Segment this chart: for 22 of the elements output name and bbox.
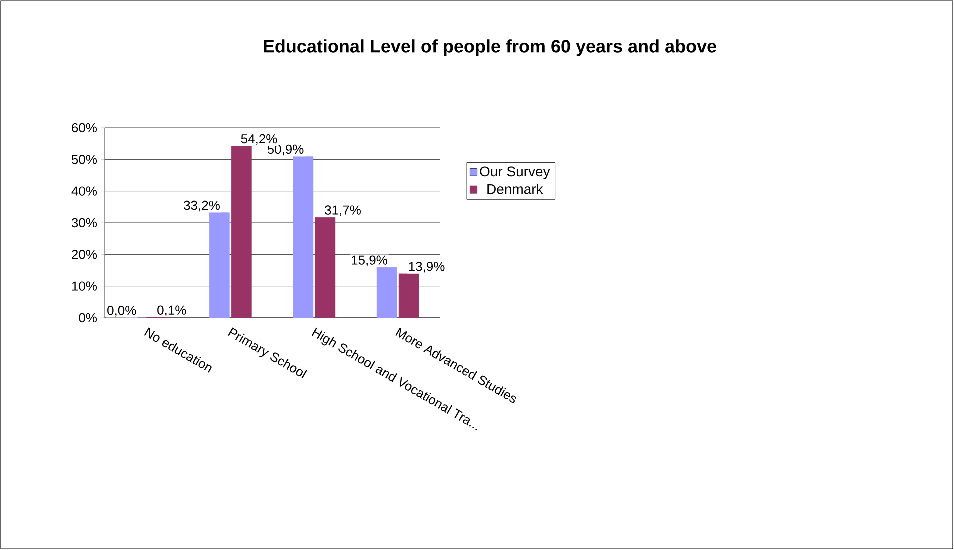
y-tick-label: 40% <box>72 186 98 196</box>
legend-label: Denmark <box>488 184 544 194</box>
text: Educational Level of people from 60 years and above <box>264 40 716 56</box>
y-tick-label: 10% <box>72 282 98 291</box>
bar <box>293 156 314 318</box>
data-label: 0,1% <box>158 306 186 316</box>
y-tick-label: 60% <box>72 123 98 133</box>
y-tick-label: 20% <box>72 250 98 260</box>
data-label: 13,9% <box>409 262 445 273</box>
y-tick-label: 50% <box>72 155 98 164</box>
bar <box>376 267 398 318</box>
y-tick-label: 0% <box>79 313 98 323</box>
data-label: 31,7% <box>325 206 361 216</box>
y-tick-label: 30% <box>72 218 98 228</box>
legend-label: Our Survey <box>480 166 550 180</box>
bar <box>315 217 336 318</box>
data-label: 0,0% <box>108 306 136 317</box>
bar <box>209 212 230 318</box>
data-label: 54,2% <box>241 134 278 146</box>
data-label: 15,9% <box>352 256 388 266</box>
data-label: 33,2% <box>184 200 220 212</box>
bar <box>398 274 420 318</box>
